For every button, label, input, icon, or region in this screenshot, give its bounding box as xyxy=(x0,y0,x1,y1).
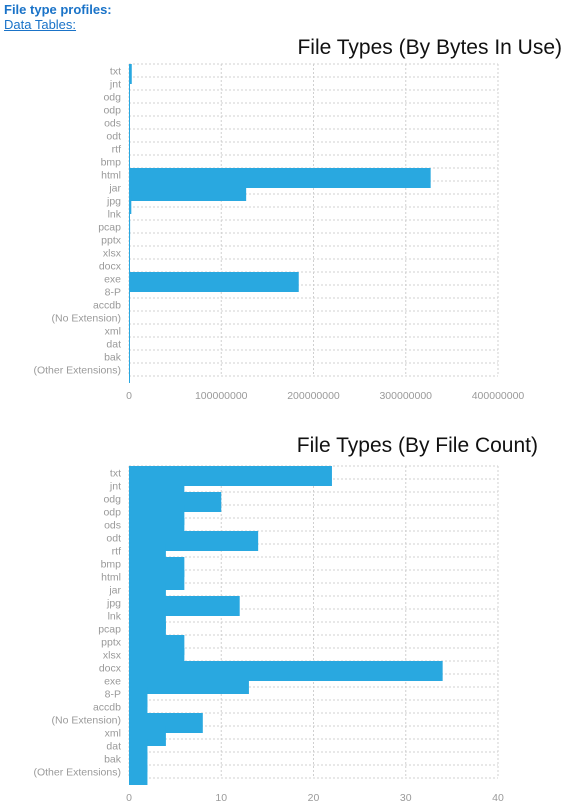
category-label: jar xyxy=(108,585,121,597)
bar-jpg xyxy=(129,194,132,214)
category-label: odt xyxy=(106,131,121,143)
bar--other-extensions- xyxy=(129,363,130,383)
category-label: odg xyxy=(103,92,121,104)
category-label: jar xyxy=(108,183,121,195)
bar-exe xyxy=(129,674,249,694)
profiles-title: File type profiles: xyxy=(4,2,112,17)
category-label: bmp xyxy=(101,157,122,169)
bar-odt xyxy=(129,129,130,149)
bar-ods xyxy=(129,116,130,136)
category-label: rtf xyxy=(112,144,121,156)
category-label: xml xyxy=(105,728,121,740)
category-label: odt xyxy=(106,533,121,545)
category-label: dat xyxy=(106,741,121,753)
bar-docx xyxy=(129,259,130,279)
category-label: odp xyxy=(103,507,121,519)
bar-exe xyxy=(129,272,299,292)
category-label: jpg xyxy=(106,598,121,610)
bar--other-extensions- xyxy=(129,765,148,785)
bar-odg xyxy=(129,90,130,110)
x-tick-label: 300000000 xyxy=(379,390,432,402)
x-tick-label: 40 xyxy=(492,792,504,804)
category-label: bak xyxy=(104,754,122,766)
category-label: exe xyxy=(104,274,121,286)
category-label: jnt xyxy=(109,79,121,91)
category-label: lnk xyxy=(108,611,122,623)
count-chart: File Types (By File Count)txtjntodgodpod… xyxy=(33,434,538,804)
bar-jnt xyxy=(129,77,130,97)
x-tick-label: 10 xyxy=(215,792,227,804)
category-label: accdb xyxy=(93,702,121,714)
x-tick-label: 100000000 xyxy=(195,390,248,402)
category-label: xml xyxy=(105,326,121,338)
category-label: odg xyxy=(103,494,121,506)
category-label: html xyxy=(101,572,121,584)
category-label: bak xyxy=(104,352,122,364)
bar-rtf xyxy=(129,142,130,162)
category-label: odp xyxy=(103,105,121,117)
bytes-chart: File Types (By Bytes In Use) txtjntodgodp… xyxy=(33,36,562,402)
bar-8-p xyxy=(129,285,130,305)
category-label: txt xyxy=(110,66,121,78)
category-label: ods xyxy=(104,118,121,130)
bar--no-extension- xyxy=(129,311,130,331)
bar-bmp xyxy=(129,155,130,175)
category-label: docx xyxy=(99,663,122,675)
bar-xlsx xyxy=(129,246,130,266)
x-tick-label: 0 xyxy=(126,390,132,402)
category-label: pptx xyxy=(101,637,122,649)
bar-bak xyxy=(129,350,130,370)
bar-dat xyxy=(129,337,130,357)
category-label: xlsx xyxy=(103,650,122,662)
category-label: (Other Extensions) xyxy=(33,767,121,779)
category-label: (Other Extensions) xyxy=(33,365,121,377)
category-label: rtf xyxy=(112,546,121,558)
category-label: accdb xyxy=(93,300,121,312)
chart-title: File Types (By File Count) xyxy=(297,434,538,457)
x-tick-label: 20 xyxy=(308,792,320,804)
chart-title: File Types (By Bytes In Use) xyxy=(297,36,562,59)
bar-accdb xyxy=(129,298,130,318)
category-label: txt xyxy=(110,468,121,480)
bar-lnk xyxy=(129,207,130,227)
category-label: ods xyxy=(104,520,121,532)
category-label: jpg xyxy=(106,196,121,208)
category-label: jnt xyxy=(109,481,121,493)
category-label: 8-P xyxy=(105,287,121,299)
x-tick-label: 0 xyxy=(126,792,132,804)
category-label: xlsx xyxy=(103,248,122,260)
x-tick-label: 200000000 xyxy=(287,390,340,402)
category-label: lnk xyxy=(108,209,122,221)
category-label: (No Extension) xyxy=(52,715,121,727)
category-label: pcap xyxy=(98,624,121,636)
category-label: bmp xyxy=(101,559,122,571)
data-tables-link[interactable]: Data Tables: xyxy=(4,17,77,32)
bar-jar xyxy=(129,181,247,201)
bar-xml xyxy=(129,324,130,344)
category-label: html xyxy=(101,170,121,182)
bar-pptx xyxy=(129,233,130,253)
category-label: docx xyxy=(99,261,122,273)
bar-txt xyxy=(129,64,132,84)
bar-pcap xyxy=(129,220,131,240)
x-tick-label: 30 xyxy=(400,792,412,804)
category-label: pcap xyxy=(98,222,121,234)
category-label: (No Extension) xyxy=(52,313,121,325)
category-label: exe xyxy=(104,676,121,688)
category-label: pptx xyxy=(101,235,122,247)
category-label: dat xyxy=(106,339,121,351)
x-tick-label: 400000000 xyxy=(472,390,525,402)
page-header: File type profiles: Data Tables: xyxy=(4,2,112,32)
bar-odp xyxy=(129,103,130,123)
category-label: 8-P xyxy=(105,689,121,701)
